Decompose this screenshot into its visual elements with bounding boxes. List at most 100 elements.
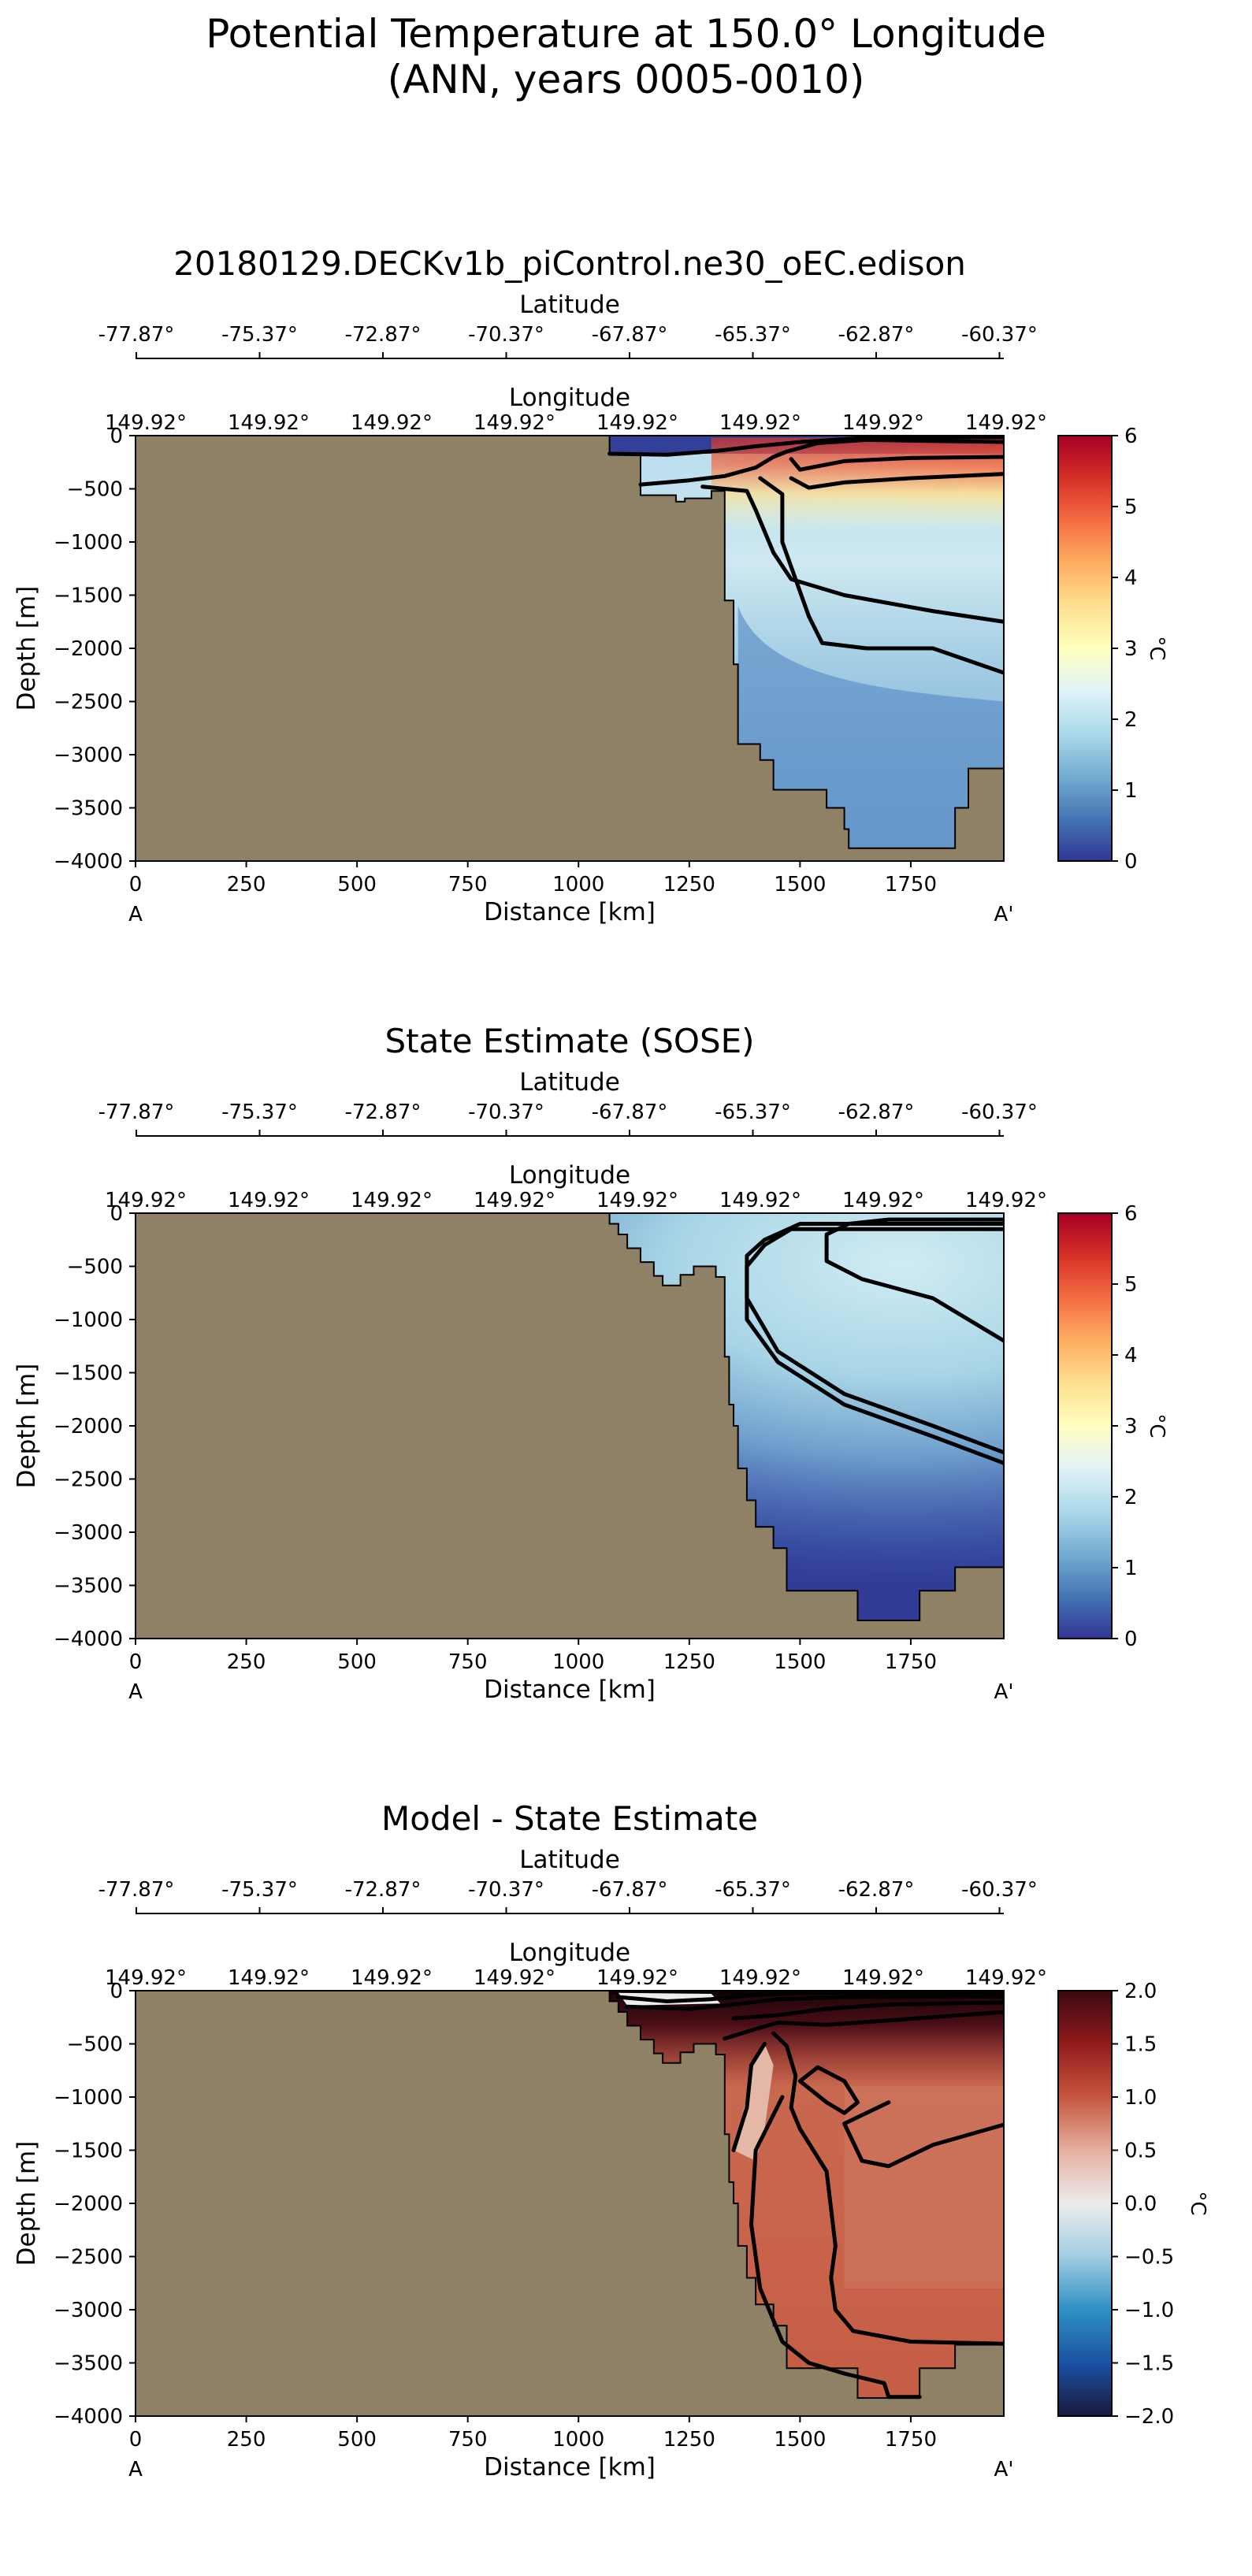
x-tick-label: 250 (227, 873, 266, 896)
x-tick-label: 1250 (663, 2428, 715, 2452)
y-tick-label: −3000 (54, 2299, 123, 2322)
latitude-tick-label: -77.87° (98, 323, 175, 347)
colorbar-tick-label: 6 (1124, 1202, 1138, 1226)
longitude-tick-label: 149.92° (228, 1189, 310, 1212)
longitude-tick-label: 149.92° (842, 411, 924, 435)
land-mask (136, 436, 1004, 861)
latitude-tick-label: -60.37° (961, 1878, 1038, 1902)
longitude-tick-label: 149.92° (965, 1966, 1047, 1990)
x-axis-label: Distance [km] (484, 1676, 656, 1704)
x-tick-label: 1000 (552, 1650, 604, 1674)
longitude-tick-label: 149.92° (719, 1189, 801, 1212)
y-tick-label: −500 (67, 1256, 123, 1279)
y-tick-label: 0 (110, 1202, 123, 1226)
moderate-anomaly-region (844, 2086, 1004, 2288)
x-tick-label: 1500 (774, 873, 826, 896)
plot-area (136, 436, 1004, 861)
subplot-title: 20180129.DECKv1b_piControl.ne30_oEC.edis… (173, 244, 966, 283)
subplot-title: Model - State Estimate (381, 1799, 758, 1838)
latitude-tick-label: -70.37° (468, 1878, 544, 1902)
longitude-tick-label: 149.92° (351, 411, 433, 435)
latitude-tick-label: -62.87° (838, 1878, 915, 1902)
contour-line-4 (789, 472, 1004, 490)
figure-title-line2: (ANN, years 0005-0010) (387, 57, 865, 102)
y-tick-label: −2000 (54, 2192, 123, 2216)
colorbar-tick-label: 1 (1124, 1557, 1138, 1580)
latitude-tick-label: -72.87° (345, 1878, 422, 1902)
colorbar-tick-label: 2.0 (1124, 1980, 1157, 2003)
colorbar (1057, 1990, 1113, 2417)
latitude-tick-label: -75.37° (221, 323, 298, 347)
longitude-tick-label: 149.92° (105, 1189, 187, 1212)
colorbar-tick-label: 2 (1124, 708, 1138, 732)
x-tick-label: 1250 (663, 1650, 715, 1674)
colorbar-tick-label: 5 (1124, 496, 1138, 519)
x-tick-label: 250 (227, 1650, 266, 1674)
colorbar-label: °C (1145, 1413, 1168, 1438)
x-tick-label: 0 (129, 873, 143, 896)
colorbar-tick-label: 1 (1124, 779, 1138, 803)
colorbar-tick-label: 0.5 (1124, 2140, 1157, 2163)
x-tick-label: 500 (337, 1650, 377, 1674)
x-tick-label: 750 (448, 1650, 488, 1674)
longitude-tick-label: 149.92° (351, 1189, 433, 1212)
latitude-tick-label: -70.37° (468, 323, 544, 347)
x-tick-label: 750 (448, 873, 488, 896)
section-end-label: A' (994, 903, 1014, 926)
longitude-tick-label: 149.92° (474, 1189, 555, 1212)
figure-title-line1: Potential Temperature at 150.0° Longitud… (206, 11, 1046, 57)
latitude-tick-label: -62.87° (838, 323, 915, 347)
latitude-tick-label: -75.37° (221, 1878, 298, 1902)
x-axis-label: Distance [km] (484, 2453, 656, 2481)
x-tick-label: 500 (337, 2428, 377, 2452)
y-tick-label: −1500 (54, 585, 123, 608)
contour-line-1 (607, 436, 1004, 457)
colorbar-tick-label: 1.5 (1124, 2033, 1157, 2057)
plot-area (136, 1213, 1004, 1639)
y-tick-label: −3000 (54, 744, 123, 767)
colorbar (1057, 435, 1113, 862)
y-tick-label: −500 (67, 478, 123, 502)
x-tick-label: 1250 (663, 873, 715, 896)
x-axis-label: Distance [km] (484, 898, 656, 926)
y-axis-label: Depth [m] (13, 1364, 41, 1489)
x-tick-label: 1750 (885, 873, 937, 896)
colorbar-tick-label: −2.0 (1124, 2405, 1174, 2429)
y-tick-label: −3500 (54, 2352, 123, 2376)
colorbar-label: °C (1145, 636, 1168, 660)
latitude-tick-label: -65.37° (715, 1878, 791, 1902)
y-tick-label: 0 (110, 425, 123, 448)
longitude-tick-label: 149.92° (228, 1966, 310, 1990)
contour-line-5 (700, 484, 1004, 624)
longitude-tick-label: 149.92° (965, 411, 1047, 435)
x-tick-label: 500 (337, 873, 377, 896)
latitude-tick-label: -77.87° (98, 1878, 175, 1902)
x-tick-label: 1000 (552, 2428, 604, 2452)
contour-line-3 (731, 2000, 1004, 2021)
latitude-tick-label: -77.87° (98, 1101, 175, 1124)
x-tick-label: 0 (129, 2428, 143, 2452)
y-tick-label: −2500 (54, 1468, 123, 1492)
y-tick-label: 0 (110, 1980, 123, 2003)
latitude-tick-label: -65.37° (715, 1101, 791, 1124)
panel-3: 0 250 500 750 1000 1250 1500 1750 0 −500 −1000 −150… (13, 1799, 1209, 2481)
contour-line-4 (723, 2010, 1004, 2041)
latitude-axis-label: Latitude (519, 1846, 620, 1874)
y-tick-label: −3500 (54, 1575, 123, 1598)
y-tick-label: −2500 (54, 2246, 123, 2270)
longitude-tick-label: 149.92° (719, 1966, 801, 1990)
latitude-tick-label: -60.37° (961, 1101, 1038, 1124)
latitude-tick-label: -75.37° (221, 1101, 298, 1124)
longitude-axis-label: Longitude (509, 384, 630, 412)
colorbar-tick-label: −1.0 (1124, 2299, 1174, 2322)
colorbar-tick-label: 0 (1124, 1628, 1138, 1651)
y-tick-label: −4000 (54, 1628, 123, 1651)
section-end-label: A' (994, 2458, 1014, 2481)
colorbar-tick-label: 0 (1124, 850, 1138, 874)
latitude-axis-label: Latitude (519, 1068, 620, 1097)
colorbar-tick-label: 6 (1124, 425, 1138, 448)
latitude-tick-label: -67.87° (592, 1101, 668, 1124)
figure-title: Potential Temperature at 150.0° Longitud… (0, 11, 1252, 102)
y-tick-label: −1000 (54, 2086, 123, 2110)
colorbar-tick-label: −1.5 (1124, 2352, 1174, 2376)
